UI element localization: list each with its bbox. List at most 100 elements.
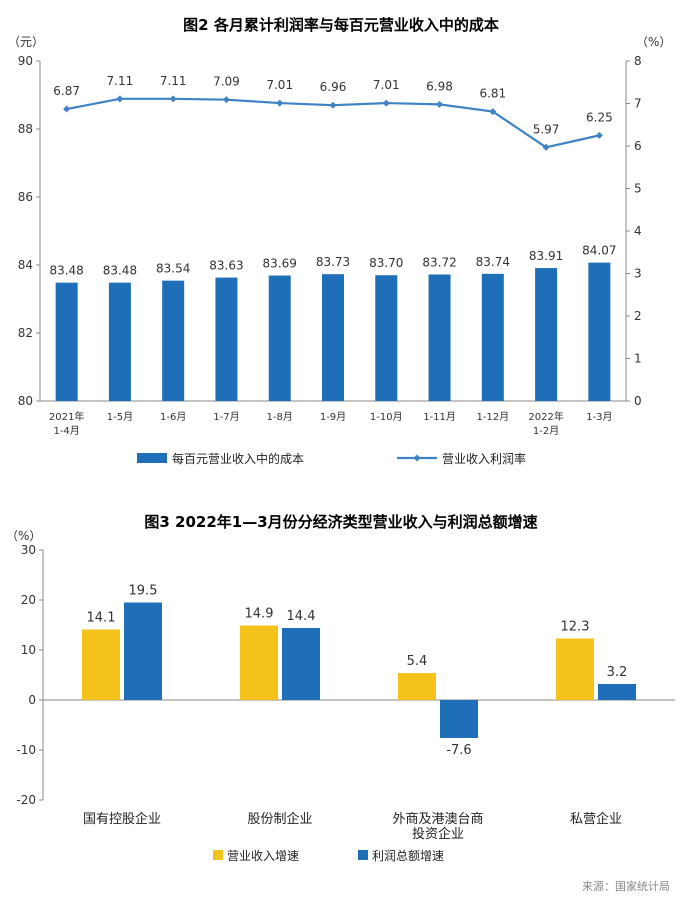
margin-point-label: 7.01 <box>266 78 293 92</box>
cost-bar <box>428 274 451 401</box>
cost-bar <box>268 275 291 401</box>
y-tick-label: -20 <box>16 793 36 807</box>
margin-point-label: 6.98 <box>426 79 453 93</box>
x-tick-label: 私营企业 <box>570 811 622 827</box>
cost-bar <box>535 268 558 401</box>
margin-point <box>169 95 177 103</box>
revenue-growth-label: 12.3 <box>561 620 590 635</box>
cost-bar <box>322 274 344 401</box>
cost-bar <box>481 273 504 401</box>
right-tick-label: 5 <box>634 182 642 196</box>
cost-bar-label: 83.54 <box>156 262 190 276</box>
x-tick-label: 1-10月 <box>370 411 403 423</box>
left-tick-label: 86 <box>18 190 33 204</box>
legend-label-margin: 营业收入利润率 <box>442 451 526 466</box>
profit-growth-bar <box>124 602 162 700</box>
revenue-growth-bar <box>240 625 278 700</box>
cost-bar <box>375 275 398 401</box>
revenue-growth-label: 5.4 <box>407 654 428 669</box>
source-note: 来源：国家统计局 <box>582 880 670 893</box>
left-axis-unit: （元） <box>8 35 44 49</box>
margin-point <box>63 105 71 113</box>
revenue-growth-bar <box>398 673 436 700</box>
profit-growth-label: -7.6 <box>446 743 471 758</box>
y-tick-label: 0 <box>28 693 36 707</box>
margin-point-label: 7.11 <box>107 74 134 88</box>
y-axis-unit: （%） <box>6 529 41 543</box>
cost-bar <box>162 280 185 401</box>
cost-bar-label: 83.91 <box>529 249 563 263</box>
revenue-growth-bar <box>82 629 120 700</box>
margin-point <box>222 96 230 104</box>
cost-bar <box>55 282 78 401</box>
margin-point-label: 7.09 <box>213 75 240 89</box>
left-tick-label: 90 <box>18 54 33 68</box>
margin-point-label: 6.81 <box>479 87 506 101</box>
chart-title: 图2 各月累计利润率与每百元营业收入中的成本 <box>183 16 499 34</box>
y-tick-label: 30 <box>21 543 36 557</box>
cost-bar-label: 83.48 <box>103 264 137 278</box>
margin-point-label: 6.96 <box>320 80 347 94</box>
x-tick-label: 1-2月 <box>533 425 559 437</box>
legend-marker-margin <box>413 454 421 462</box>
margin-point <box>595 131 603 139</box>
x-tick-label: 1-9月 <box>320 411 346 423</box>
right-axis-unit: （%） <box>636 35 671 49</box>
x-tick-label: 1-3月 <box>586 411 612 423</box>
legend-swatch-profit <box>358 850 368 860</box>
legend-label-profit: 利润总额增速 <box>372 849 444 863</box>
y-tick-label: 20 <box>21 593 36 607</box>
x-tick-label: 1-11月 <box>423 411 456 423</box>
x-tick-label: 1-7月 <box>213 411 239 423</box>
right-tick-label: 6 <box>634 139 642 153</box>
left-tick-label: 80 <box>18 394 33 408</box>
cost-bar-label: 83.69 <box>263 257 297 271</box>
right-tick-label: 3 <box>634 267 642 281</box>
right-tick-label: 4 <box>634 224 642 238</box>
x-tick-label: 国有控股企业 <box>83 811 161 827</box>
margin-point <box>276 99 284 107</box>
margin-point-label: 7.01 <box>373 78 400 92</box>
left-tick-label: 84 <box>18 258 33 272</box>
margin-point-label: 6.25 <box>586 110 613 124</box>
profit-growth-bar <box>282 628 320 700</box>
cost-bar-label: 83.72 <box>422 256 456 270</box>
x-tick-label: 1-8月 <box>267 411 293 423</box>
cost-bar-label: 83.74 <box>476 255 510 269</box>
x-tick-label: 2021年 <box>49 410 84 423</box>
cost-bar-label: 83.48 <box>49 264 83 278</box>
legend-label-revenue: 营业收入增速 <box>227 849 299 863</box>
profit-margin-cost-chart: 图2 各月累计利润率与每百元营业收入中的成本 （元） （%） 80 82 84 86 88 90… <box>8 16 671 466</box>
x-tick-label: 股份制企业 <box>247 811 312 827</box>
margin-point-label: 5.97 <box>533 122 560 136</box>
margin-point-label: 7.11 <box>160 74 187 88</box>
y-tick-label: 10 <box>21 643 36 657</box>
margin-point <box>116 95 124 103</box>
legend-label-cost: 每百元营业收入中的成本 <box>172 451 304 466</box>
cost-bar-label: 83.73 <box>316 255 350 269</box>
margin-point <box>489 108 497 116</box>
right-tick-label: 0 <box>634 394 642 408</box>
revenue-growth-label: 14.1 <box>87 611 116 626</box>
profit-growth-label: 3.2 <box>607 665 628 680</box>
y-tick-label: -10 <box>16 743 36 757</box>
margin-point-label: 6.87 <box>53 84 80 98</box>
x-tick-label: 1-6月 <box>160 411 186 423</box>
left-tick-label: 82 <box>18 326 33 340</box>
chart-title: 图3 2022年1—3月份分经济类型营业收入与利润总额增速 <box>144 513 537 531</box>
profit-growth-bar <box>440 700 478 738</box>
x-tick-label: 1-12月 <box>476 411 509 423</box>
growth-by-ownership-chart: 图3 2022年1—3月份分经济类型营业收入与利润总额增速 （%） -20 -10 0 1… <box>6 513 675 863</box>
profit-growth-bar <box>598 684 636 700</box>
left-tick-label: 88 <box>18 122 33 136</box>
right-tick-label: 7 <box>634 97 642 111</box>
x-tick-label: 外商及港澳台商 <box>392 811 483 827</box>
x-tick-label: 1-5月 <box>107 411 133 423</box>
margin-point <box>436 100 444 108</box>
legend-swatch-cost <box>137 453 167 463</box>
legend-swatch-revenue <box>213 850 223 860</box>
margin-point <box>329 101 337 109</box>
revenue-growth-label: 14.9 <box>245 607 274 622</box>
cost-bar <box>108 282 131 401</box>
profit-growth-label: 14.4 <box>287 609 316 624</box>
